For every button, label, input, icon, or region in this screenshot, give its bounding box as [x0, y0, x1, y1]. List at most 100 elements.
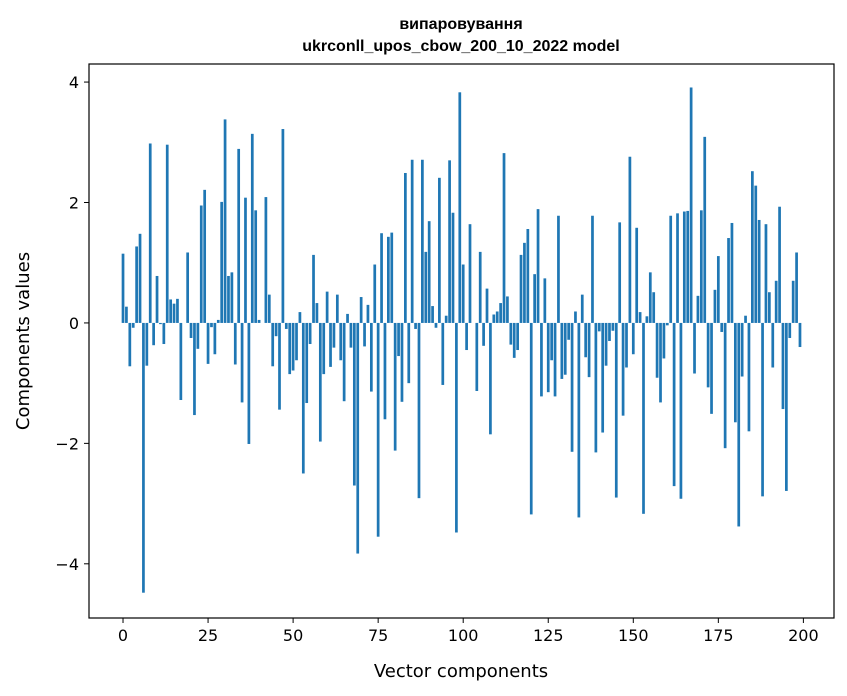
bar-94 [441, 322, 445, 385]
bar-165 [682, 211, 686, 323]
bar-140 [597, 322, 601, 332]
bar-85 [410, 159, 414, 323]
bar-69 [356, 322, 360, 554]
bar-106 [482, 322, 485, 346]
bar-12 [162, 322, 166, 345]
bar-112 [502, 153, 506, 323]
bar-196 [788, 322, 792, 338]
bar-36 [244, 197, 247, 323]
bar-23 [199, 205, 203, 323]
bar-37 [247, 322, 251, 444]
bar-77 [383, 322, 387, 420]
bar-93 [438, 177, 441, 323]
bar-145 [614, 322, 618, 498]
bar-184 [747, 322, 751, 432]
bar-187 [757, 219, 761, 323]
bar-16 [176, 298, 179, 323]
bar-150 [631, 322, 635, 355]
bar-127 [553, 322, 557, 397]
x-tick-label-0: 0 [118, 626, 128, 645]
bar-series [121, 87, 802, 593]
bar-63 [335, 294, 339, 323]
bar-91 [431, 306, 434, 323]
bar-114 [509, 322, 513, 345]
bar-52 [298, 312, 302, 323]
bar-133 [574, 311, 577, 323]
bar-43 [267, 294, 271, 323]
bar-29 [220, 201, 224, 323]
bar-55 [308, 322, 312, 345]
bar-96 [448, 160, 451, 323]
bar-68 [352, 322, 356, 486]
bar-11 [159, 322, 162, 325]
bar-161 [669, 215, 673, 323]
x-tick-label-25: 25 [198, 626, 218, 645]
bar-20 [189, 322, 193, 338]
bar-100 [461, 264, 465, 323]
bar-195 [785, 322, 788, 491]
bar-141 [601, 322, 605, 433]
bar-46 [278, 322, 281, 410]
bar-78 [387, 236, 390, 323]
bar-28 [216, 319, 220, 323]
bar-108 [489, 322, 492, 435]
bar-118 [523, 242, 526, 323]
bar-109 [492, 314, 496, 323]
bar-135 [580, 294, 584, 323]
bar-176 [720, 322, 724, 332]
bar-143 [608, 322, 611, 341]
bar-164 [679, 322, 683, 499]
bar-193 [778, 206, 781, 323]
x-tick-label-200: 200 [788, 626, 819, 645]
bar-137 [587, 322, 591, 378]
bar-131 [567, 322, 571, 340]
bar-21 [193, 322, 196, 416]
bar-80 [393, 322, 397, 451]
x-tick-label-125: 125 [533, 626, 564, 645]
bar-53 [301, 322, 305, 474]
plot-frame [88, 63, 835, 619]
bar-35 [240, 322, 244, 403]
bar-162 [672, 322, 676, 487]
bar-0 [121, 253, 125, 323]
x-tick-label-175: 175 [703, 626, 734, 645]
bar-177 [723, 322, 727, 449]
bar-117 [519, 254, 523, 323]
bar-148 [625, 322, 628, 368]
bar-72 [366, 304, 370, 323]
bar-70 [359, 297, 363, 323]
bar-59 [322, 322, 326, 375]
bar-156 [652, 292, 656, 323]
bar-152 [638, 312, 642, 323]
bar-9 [152, 322, 155, 346]
bar-146 [618, 222, 622, 323]
bar-82 [400, 322, 404, 402]
bar-33 [233, 322, 237, 365]
bar-49 [288, 322, 292, 375]
bar-139 [594, 322, 598, 453]
bar-123 [540, 322, 543, 397]
bar-3 [131, 322, 135, 328]
bar-60 [325, 291, 329, 323]
bar-175 [716, 256, 720, 323]
bar-116 [516, 322, 519, 351]
bar-14 [169, 299, 172, 323]
bar-38 [250, 133, 254, 323]
bar-44 [271, 322, 275, 367]
bar-15 [172, 303, 176, 323]
bar-56 [312, 254, 315, 323]
bar-101 [465, 322, 468, 351]
bar-147 [621, 322, 625, 416]
bar-45 [274, 322, 278, 337]
bar-97 [451, 212, 455, 323]
bar-6 [142, 322, 145, 593]
bar-90 [427, 221, 431, 323]
bar-158 [659, 322, 662, 403]
y-axis-label: Components values [13, 252, 34, 430]
bar-168 [693, 322, 696, 374]
y-tick-label--4: −4 [55, 555, 79, 574]
bar-154 [645, 316, 649, 323]
bar-183 [744, 315, 747, 323]
bar-26 [210, 322, 213, 328]
y-tick-label-4: 4 [69, 73, 79, 92]
